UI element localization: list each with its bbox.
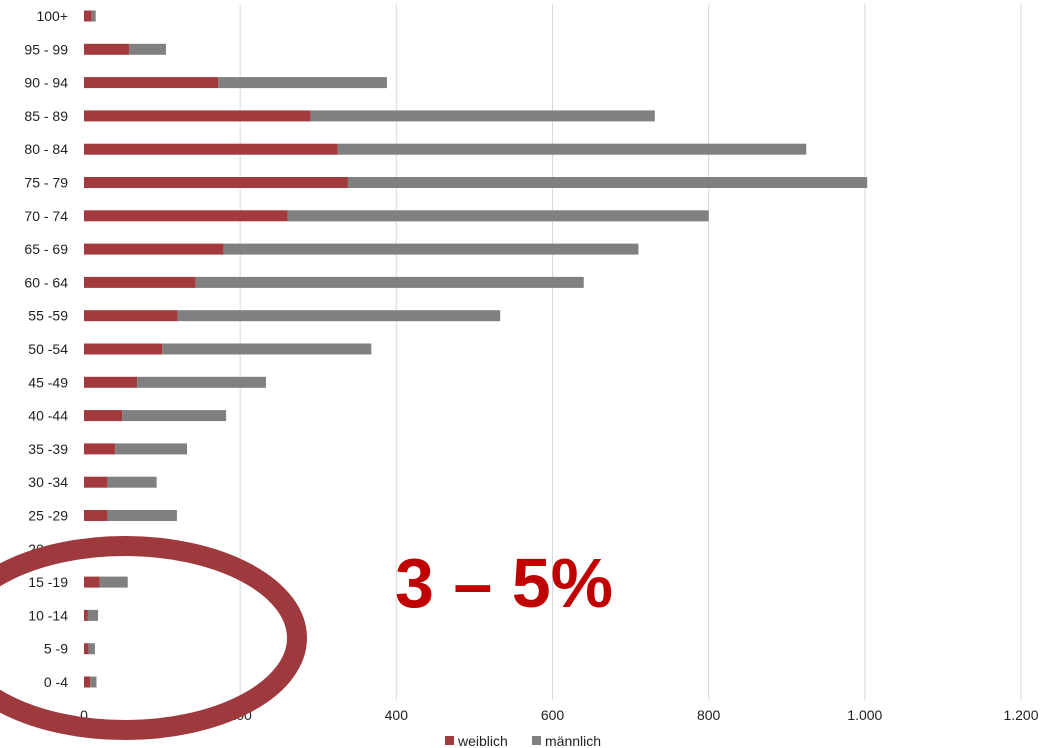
bar-weiblich xyxy=(84,276,196,288)
bar-weiblich xyxy=(84,443,116,455)
bar-männlich xyxy=(122,410,227,422)
bar-männlich xyxy=(287,210,709,222)
y-category-label: 40 -44 xyxy=(28,408,68,424)
bar-männlich xyxy=(195,276,584,288)
y-category-label: 90 - 94 xyxy=(24,75,68,91)
x-tick-label: 1.000 xyxy=(847,707,882,723)
x-axis-ticks: 0 200 400 600 800 1.000 1.200 xyxy=(80,707,1039,723)
y-category-label: 15 -19 xyxy=(28,574,68,590)
bar-weiblich xyxy=(84,177,348,188)
bar-weiblich xyxy=(84,643,89,655)
bar-weiblich xyxy=(84,343,163,355)
x-tick-label: 800 xyxy=(697,707,721,723)
bar-weiblich xyxy=(84,43,130,55)
legend-label-männlich: männlich xyxy=(545,733,601,748)
bar-männlich xyxy=(88,643,95,655)
bar-weiblich xyxy=(84,143,338,155)
bar-männlich xyxy=(90,676,97,688)
bar-männlich xyxy=(91,10,96,22)
bar-weiblich xyxy=(84,77,219,89)
y-category-label: 80 - 84 xyxy=(24,141,68,157)
bar-weiblich xyxy=(84,210,288,222)
bar-weiblich xyxy=(84,576,100,588)
y-category-label: 10 -14 xyxy=(28,607,68,623)
bar-männlich xyxy=(310,110,655,122)
legend: weiblich männlich xyxy=(445,733,601,748)
y-category-label: 30 -34 xyxy=(28,474,68,490)
bar-weiblich xyxy=(84,476,108,488)
bar-weiblich xyxy=(84,609,88,621)
y-category-label: 60 - 64 xyxy=(24,274,68,290)
x-tick-label: 0 xyxy=(80,707,88,723)
bar-männlich xyxy=(347,177,868,188)
y-category-label: 0 -4 xyxy=(44,674,68,690)
annotation-label: 3 – 5% xyxy=(395,544,613,622)
bar-männlich xyxy=(218,77,387,89)
bar-weiblich xyxy=(84,110,311,122)
y-category-label: 25 -29 xyxy=(28,508,68,524)
legend-swatch-männlich xyxy=(532,736,541,745)
x-tick-label: 600 xyxy=(541,707,565,723)
x-tick-label: 400 xyxy=(385,707,409,723)
bar-männlich xyxy=(177,310,501,322)
bar-weiblich xyxy=(84,676,91,688)
highlight-circle xyxy=(0,536,307,740)
y-category-label: 85 - 89 xyxy=(24,108,68,124)
bar-männlich xyxy=(337,143,807,155)
y-category-label: 100+ xyxy=(36,8,68,24)
legend-label-weiblich: weiblich xyxy=(457,733,508,748)
bar-weiblich xyxy=(84,376,138,388)
bar-männlich xyxy=(87,609,99,621)
bar-männlich xyxy=(107,476,157,488)
y-category-label: 55 -59 xyxy=(28,308,68,324)
y-category-label: 35 -39 xyxy=(28,441,68,457)
y-category-label: 45 -49 xyxy=(28,374,68,390)
y-category-label: 5 -9 xyxy=(44,641,68,657)
y-category-label: 75 - 79 xyxy=(24,175,68,191)
bar-weiblich xyxy=(84,410,123,422)
bar-männlich xyxy=(129,43,166,55)
y-category-label: 50 -54 xyxy=(28,341,68,357)
x-tick-label: 1.200 xyxy=(1003,707,1038,723)
y-category-label: 70 - 74 xyxy=(24,208,68,224)
bar-männlich xyxy=(107,510,177,521)
y-category-label: 65 - 69 xyxy=(24,241,68,257)
y-axis-category-labels: 100+ 95 - 99 90 - 94 85 - 89 80 - 84 75 - 79 7… xyxy=(24,8,68,690)
bar-männlich xyxy=(137,376,266,388)
bar-männlich xyxy=(115,443,188,455)
bar-weiblich xyxy=(84,510,108,521)
bars xyxy=(84,10,868,688)
legend-swatch-weiblich xyxy=(445,736,454,745)
bar-männlich xyxy=(223,243,639,255)
bar-weiblich xyxy=(84,243,224,255)
bar-weiblich xyxy=(84,310,178,322)
bar-männlich xyxy=(162,343,372,355)
bar-weiblich xyxy=(84,10,92,22)
bar-männlich xyxy=(99,576,128,588)
y-category-label: 95 - 99 xyxy=(24,41,68,57)
